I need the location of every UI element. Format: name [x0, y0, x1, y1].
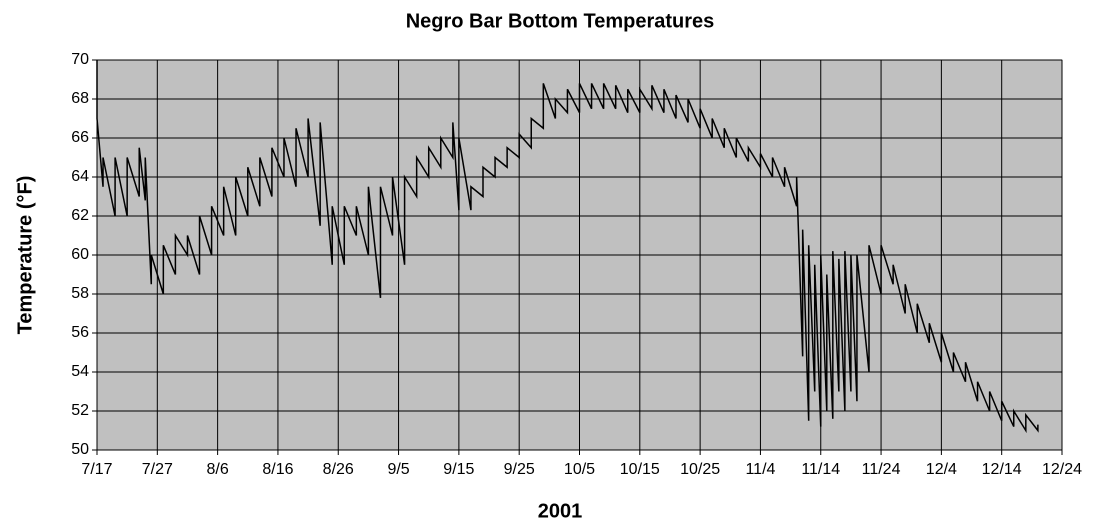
y-tick-label: 50 [71, 441, 89, 458]
x-tick-label: 9/5 [387, 461, 409, 478]
y-tick-label: 56 [71, 324, 89, 341]
data-line [96, 60, 1039, 434]
x-tick-label: 10/25 [680, 461, 720, 478]
x-tick-label: 12/4 [926, 461, 957, 478]
x-tick-label: 11/4 [745, 461, 775, 478]
y-tick-label: 54 [71, 363, 89, 380]
y-tick-label: 70 [71, 51, 89, 68]
x-tick-label: 11/14 [801, 461, 840, 478]
y-tick-label: 64 [71, 168, 89, 185]
y-tick-label: 66 [71, 129, 89, 146]
x-tick-label: 8/16 [262, 461, 293, 478]
y-tick-label: 68 [71, 90, 89, 107]
x-tick-label: 12/24 [1042, 461, 1082, 478]
y-tick-label: 62 [71, 207, 89, 224]
x-tick-label: 7/17 [81, 461, 112, 478]
x-tick-label: 8/26 [323, 461, 354, 478]
x-tick-label: 11/24 [862, 461, 901, 478]
x-tick-label: 9/15 [443, 461, 474, 478]
y-tick-label: 60 [71, 246, 89, 263]
x-tick-label: 9/25 [504, 461, 535, 478]
x-tick-label: 12/14 [982, 461, 1022, 478]
chart-title: Negro Bar Bottom Temperatures [406, 10, 715, 32]
x-tick-label: 10/15 [620, 461, 660, 478]
y-axis-label: Temperature (°F) [14, 176, 36, 335]
y-tick-label: 58 [71, 285, 89, 302]
x-tick-label: 10/5 [564, 461, 595, 478]
x-tick-label: 7/27 [142, 461, 173, 478]
x-tick-label: 8/6 [207, 461, 229, 478]
x-axis-label: 2001 [538, 500, 583, 522]
y-tick-label: 52 [71, 402, 89, 419]
